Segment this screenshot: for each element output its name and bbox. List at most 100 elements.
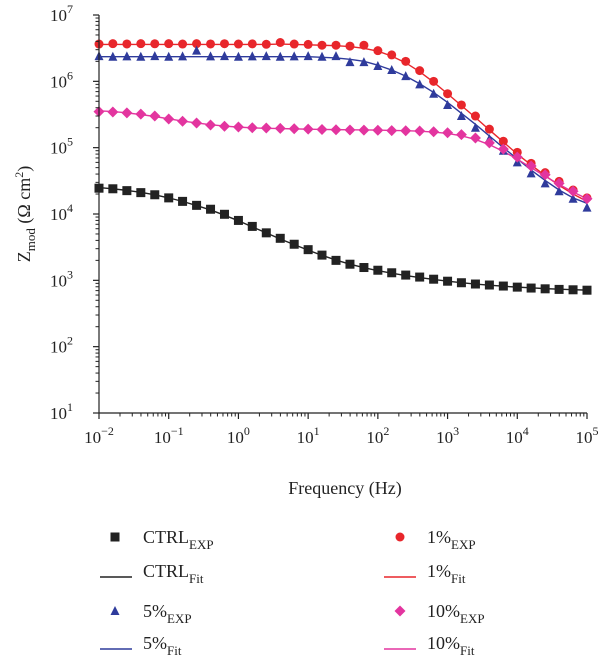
series-5pct-exp-point: [415, 79, 425, 89]
series-ctrl-exp-point: [345, 259, 355, 269]
series-ctrl-exp-point: [317, 250, 327, 260]
series-10pct-exp-point: [442, 127, 454, 139]
series-10pct-exp-point: [455, 129, 467, 141]
series-ctrl-exp-point: [275, 233, 285, 243]
series-ctrl-exp-point: [498, 281, 508, 291]
legend-5pct-exp-label: 5%EXP: [143, 601, 192, 626]
series-5pct-exp-point: [247, 51, 257, 61]
series-ctrl-exp-point: [582, 285, 592, 295]
legend-ctrl-exp-marker: [110, 532, 120, 542]
series-ctrl-exp-point: [415, 272, 425, 282]
series-10pct-exp-point: [553, 177, 565, 189]
series-10pct-exp-point: [316, 123, 328, 135]
series-ctrl-exp-point: [443, 276, 453, 286]
series-1pct-exp-point: [470, 111, 480, 121]
series-5pct-exp-point: [178, 51, 188, 61]
series-10pct-exp-point: [414, 125, 426, 137]
series-5pct-exp-point: [456, 111, 466, 121]
series-5pct-exp-point: [108, 51, 118, 61]
series-5pct-exp-point: [387, 65, 397, 75]
legend: CTRLEXP CTRLFit 1%EXP 1%Fit 5%EXP 5%Fit 10%EXP…: [100, 527, 485, 658]
series-1pct-exp-point: [233, 39, 243, 49]
y-tick-label: 102: [50, 334, 73, 357]
y-axis-title: Zmod (Ω cm2): [12, 166, 38, 263]
series-10pct-exp-point: [232, 121, 244, 133]
series-5pct-exp-point: [261, 51, 271, 61]
series-1pct-exp-point: [387, 50, 397, 60]
series-ctrl-exp-point: [387, 268, 397, 278]
series-10pct-exp-point: [163, 113, 175, 125]
x-tick-label: 101: [297, 424, 320, 447]
series-10pct-exp-point: [511, 151, 523, 163]
series-10pct-exp-point: [469, 132, 481, 144]
y-tick-label: 101: [50, 400, 73, 423]
series-10pct-exp-point: [567, 185, 579, 197]
series-1pct-exp-point: [206, 39, 216, 49]
series-5pct-exp-point: [303, 51, 313, 61]
series-ctrl-exp-point: [164, 193, 174, 203]
series-ctrl-exp-point: [456, 278, 466, 288]
plot-area: [98, 43, 588, 291]
series-10pct-exp-point: [302, 123, 314, 135]
series-ctrl-exp-point: [206, 204, 216, 214]
x-tick-label: 102: [366, 424, 389, 447]
legend-10pct-exp-label: 10%EXP: [427, 601, 485, 626]
series-10pct-exp-point: [581, 193, 593, 205]
series-10pct-exp-point: [135, 108, 147, 120]
series-1pct-exp-point: [443, 89, 453, 99]
series-5pct-exp-point: [289, 51, 299, 61]
legend-10pct-exp-marker: [394, 605, 406, 617]
series-1pct-exp-point: [415, 66, 425, 76]
series-5pct-exp-point: [192, 45, 202, 55]
y-tick-label: 103: [50, 267, 73, 290]
series-5pct-exp-point: [554, 186, 564, 196]
y-axis-title-unit: (Ω cm: [14, 178, 35, 228]
series-ctrl-exp-point: [429, 274, 439, 284]
y-tick-label: 105: [50, 135, 73, 158]
series-ctrl-exp-point: [526, 283, 536, 293]
series-1pct-exp-point: [498, 136, 508, 146]
series-10pct-exp-point: [191, 117, 203, 129]
x-tick-label: 104: [506, 424, 529, 447]
series-1pct-exp-point: [136, 39, 146, 49]
series-10pct-exp-point: [358, 124, 370, 136]
series-1pct-exp-point: [429, 76, 439, 86]
series-5pct-exp-point: [122, 51, 132, 61]
series-1pct-exp-point: [219, 39, 229, 49]
series-5pct-exp-point: [540, 178, 550, 188]
x-tick-label: 103: [436, 424, 459, 447]
y-tick-label: 107: [50, 2, 73, 25]
series-10pct-exp-point: [288, 123, 300, 135]
y-axis-title-base: Z: [14, 251, 34, 262]
x-tick-label: 105: [576, 424, 599, 447]
series-10pct-exp-point: [260, 122, 272, 134]
legend-1pct-exp-label: 1%EXP: [427, 527, 476, 552]
series-10pct-exp-point: [539, 169, 551, 181]
series-10pct-exp-point: [218, 120, 230, 132]
axes: [93, 14, 588, 419]
series-5pct-exp-point: [275, 51, 285, 61]
series-1pct-exp-point: [331, 40, 341, 50]
series-ctrl-exp-point: [192, 200, 202, 210]
series-10pct-exp-point: [121, 107, 133, 119]
series-10pct-exp-point: [274, 122, 286, 134]
series-10pct-exp-point: [149, 110, 161, 122]
series-ctrl-exp-point: [554, 284, 564, 294]
series-1pct-exp-point: [164, 39, 174, 49]
series-1pct-exp-point: [178, 39, 188, 49]
series-1pct-exp-point: [401, 56, 411, 66]
series-5pct-exp-point: [164, 51, 174, 61]
series-ctrl-exp-point: [540, 284, 550, 294]
series-10pct-exp-point: [497, 143, 509, 155]
series-1pct-exp-point: [108, 39, 118, 49]
series-5pct-exp-point: [150, 51, 160, 61]
series-ctrl-exp-point: [247, 221, 257, 231]
x-tick-label: 100: [227, 424, 250, 447]
series-10pct-exp-point: [107, 106, 119, 118]
legend-1pct-exp-marker: [395, 532, 405, 542]
series-10pct-exp-point: [344, 124, 356, 136]
series-5pct-exp-point: [317, 51, 327, 61]
series-ctrl-exp-point: [178, 196, 188, 206]
series-ctrl-exp-point: [568, 285, 578, 295]
